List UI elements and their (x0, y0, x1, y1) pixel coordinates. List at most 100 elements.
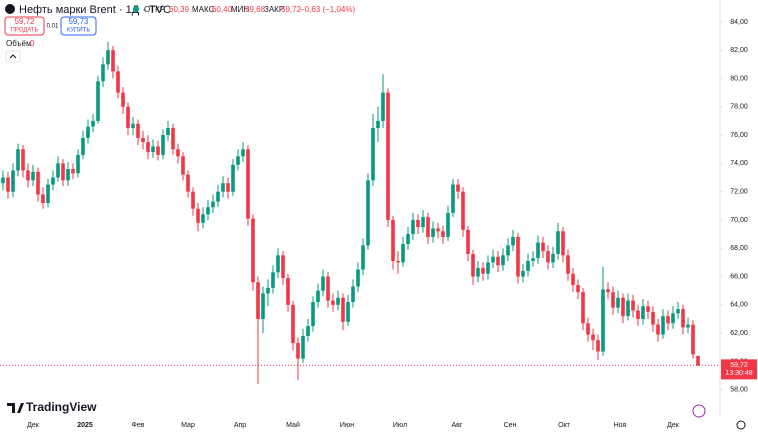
candle-body (256, 282, 260, 319)
candle-body (561, 231, 565, 256)
x-tick-label: Июл (393, 422, 407, 429)
candle-body (231, 164, 235, 192)
candle-body (86, 126, 90, 138)
candle-body (26, 170, 30, 181)
alert-icon[interactable] (692, 404, 706, 418)
candle-body (576, 285, 580, 293)
candle-body (246, 149, 250, 219)
candle-body (626, 300, 630, 317)
candle-body (181, 156, 185, 175)
candle-body (156, 146, 160, 155)
candle-body (381, 92, 385, 121)
candle-body (351, 286, 355, 303)
candle-body (166, 128, 170, 136)
candle-body (696, 355, 700, 366)
logo-text[interactable]: TradingView (26, 400, 97, 414)
y-tick-label: 58,00 (730, 387, 748, 394)
candle-body (91, 120, 95, 127)
candle-body (406, 234, 410, 245)
candle-body (441, 231, 445, 237)
buy-button[interactable]: 59,73 КУПИТЬ (60, 16, 97, 36)
candle-body (226, 183, 230, 192)
candle-body (271, 272, 275, 288)
y-tick-label: 64,00 (730, 302, 748, 309)
candle-body (36, 171, 40, 195)
candle-body (211, 201, 215, 208)
sell-price[interactable]: 59,72 (14, 17, 35, 26)
candle-body (541, 242, 545, 252)
countdown: 13:30:48 (725, 370, 752, 377)
candle-body (71, 169, 75, 174)
logo[interactable]: TradingView (7, 400, 97, 414)
open-value: 60,39 (169, 5, 190, 14)
spread: 0,01 (47, 24, 59, 30)
y-tick-label: 80,00 (730, 75, 748, 82)
candle-body (201, 214, 205, 223)
candle-body (116, 71, 120, 93)
candle-body (6, 177, 10, 192)
candle-body (331, 300, 335, 305)
x-tick-label: Окт (558, 422, 571, 429)
logo-mark[interactable] (7, 403, 24, 413)
sell-button[interactable]: 59,72 ПРОДАТЬ (4, 16, 45, 36)
x-tick-label: Мар (181, 422, 195, 429)
candle-body (601, 289, 605, 352)
candle-body (666, 316, 670, 324)
candle-body (386, 92, 390, 220)
candle-body (421, 217, 425, 228)
candle-body (191, 191, 195, 209)
candle-body (411, 219, 415, 235)
candle-body (371, 128, 375, 181)
open-label: ОТКР (144, 5, 165, 14)
candle-body (511, 236, 515, 246)
candle-body (171, 128, 175, 150)
x-tick-label: Дек (27, 422, 40, 429)
candle-body (291, 304, 295, 344)
change-value: −0,63 (−1,04%) (300, 5, 355, 14)
settings-icon[interactable] (736, 420, 746, 430)
collapse-icon[interactable] (9, 54, 17, 59)
x-tick-label: Апр (234, 422, 246, 429)
candle-body (76, 154, 80, 174)
candle-body (126, 106, 130, 129)
buy-price[interactable]: 59,73 (68, 17, 89, 26)
sell-box[interactable] (4, 16, 45, 36)
candle-body (56, 163, 60, 178)
x-tick-label: 2025 (77, 422, 93, 429)
candle-body (341, 297, 345, 322)
candle-body (531, 258, 535, 261)
high-label: МАКС (192, 5, 215, 14)
candle-body (566, 255, 570, 274)
sell-label[interactable]: ПРОДАТЬ (11, 28, 39, 34)
candle-body (456, 184, 460, 192)
candle-body (681, 309, 685, 328)
last-price-tag (721, 359, 757, 380)
candle-body (296, 343, 300, 359)
collapse-button[interactable] (5, 50, 21, 63)
x-tick-label: Фев (132, 422, 145, 429)
symbol[interactable]: Нефть марки Brent · 1Д · TVC (19, 4, 171, 16)
candle-body (621, 297, 625, 317)
candle-body (591, 334, 595, 341)
candle-body (141, 137, 145, 143)
buy-box[interactable] (60, 16, 97, 36)
candle-body (436, 228, 440, 232)
y-tick-label: 82,00 (730, 47, 748, 54)
candle-body (546, 251, 550, 263)
candle-body (481, 268, 485, 274)
candle-body (611, 292, 615, 308)
candle-body (216, 191, 220, 202)
candle-body (641, 306, 645, 319)
x-tick-label: Июн (340, 422, 354, 429)
high-value: 60,40 (212, 5, 233, 14)
candle-body (671, 313, 675, 324)
candle-body (466, 229, 470, 254)
volume-label: Объём (6, 39, 32, 48)
market-status (133, 6, 139, 12)
volume-value: 0 (30, 39, 35, 48)
candle-body (196, 208, 200, 223)
buy-label[interactable]: КУПИТЬ (67, 28, 91, 34)
candle-body (221, 183, 225, 192)
candle-body (676, 309, 680, 314)
candle-body (51, 177, 55, 185)
